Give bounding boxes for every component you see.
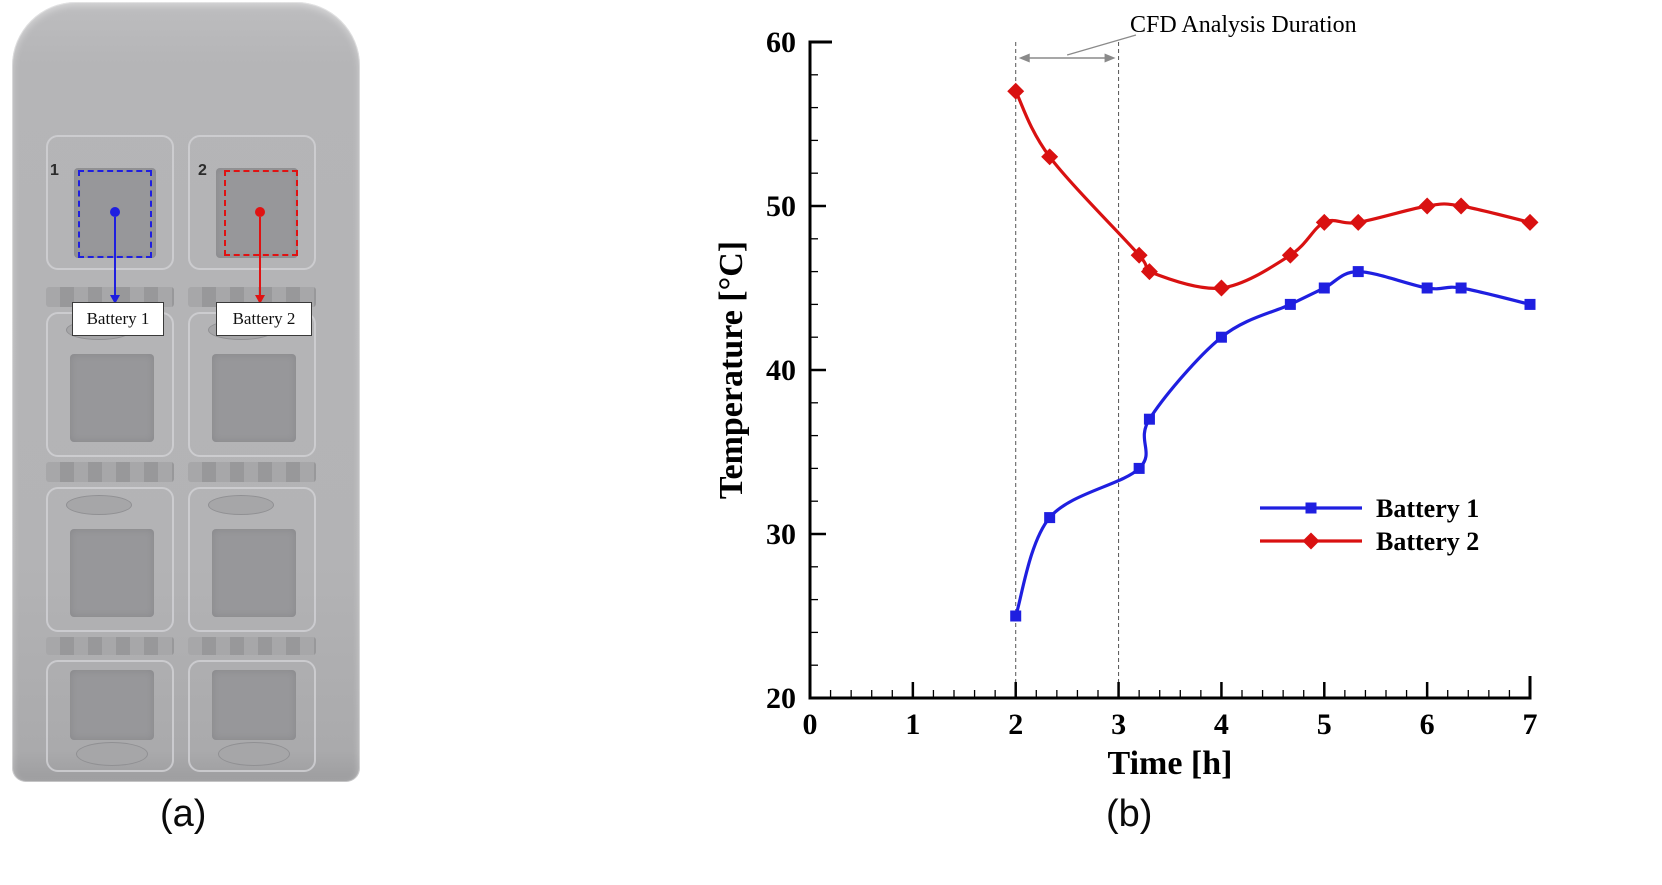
cfd-annotation-label: CFD Analysis Duration [1130, 12, 1357, 38]
x-tick-label: 3 [1111, 708, 1126, 741]
device-part [208, 495, 274, 515]
battery1-arrowhead-icon [110, 295, 120, 304]
panel-a-caption: (a) [160, 793, 207, 835]
device-part [46, 487, 174, 632]
device-part [188, 660, 316, 772]
roi1-number: 1 [50, 162, 59, 179]
device-part [46, 637, 174, 655]
x-tick-label: 7 [1523, 708, 1538, 741]
device-part [188, 487, 316, 632]
device-part [76, 742, 148, 766]
device-part [188, 135, 316, 270]
x-axis-title: Time [h] [1108, 745, 1233, 782]
y-tick-label: 50 [766, 190, 796, 223]
axes: 0 1 2 3 4 5 6 7 20 30 40 50 60 Time [h] Temperature [°… [713, 26, 1538, 782]
device-part [212, 529, 296, 617]
y-tick-label: 30 [766, 518, 796, 551]
battery1-arrow [114, 217, 116, 297]
y-tick-label: 20 [766, 682, 796, 715]
battery2-roi-box [224, 170, 298, 256]
x-tick-label: 4 [1214, 708, 1229, 741]
series-battery-1 [1010, 266, 1536, 622]
y-tick-label: 40 [766, 354, 796, 387]
series-battery-2 [1007, 82, 1539, 297]
battery1-callout: Battery 1 [72, 302, 164, 336]
panel-b-caption: (b) [1106, 793, 1153, 835]
battery2-probe-dot [255, 207, 265, 217]
battery2-arrowhead-icon [255, 295, 265, 304]
legend-label: Battery 2 [1376, 527, 1479, 556]
device-part [70, 670, 154, 740]
device-part [66, 495, 132, 515]
device-part [46, 135, 174, 270]
device-part [70, 529, 154, 617]
legend: Battery 1 Battery 2 [1260, 494, 1479, 556]
y-axis-title: Temperature [°C] [713, 241, 750, 499]
device-part [212, 670, 296, 740]
x-tick-label: 6 [1420, 708, 1435, 741]
battery2-callout: Battery 2 [216, 302, 312, 336]
device-part [188, 462, 316, 482]
legend-label: Battery 1 [1376, 494, 1479, 523]
temperature-vs-time-chart: CFD Analysis Duration 0 1 2 3 4 5 6 7 20 30 40 50 60 T… [713, 12, 1539, 782]
x-tick-label: 5 [1317, 708, 1332, 741]
x-tick-label: 1 [905, 708, 920, 741]
device-part [70, 354, 154, 442]
panel-b: CFD Analysis Duration 0 1 2 3 4 5 6 7 20 30 40 50 60 T… [700, 0, 1662, 795]
panel-a: 1 2 Battery 1 Battery 2 [0, 0, 380, 792]
cfd-duration-markers: CFD Analysis Duration [1015, 12, 1357, 698]
battery1-probe-dot [110, 207, 120, 217]
device-part [218, 742, 290, 766]
device-part [46, 660, 174, 772]
y-tick-label: 60 [766, 26, 796, 59]
device-part [188, 637, 316, 655]
x-tick-label: 2 [1008, 708, 1023, 741]
x-tick-label: 0 [803, 708, 818, 741]
battery-pack-render: 1 2 Battery 1 Battery 2 [12, 2, 360, 782]
device-part [212, 354, 296, 442]
roi2-number: 2 [198, 162, 207, 179]
battery2-arrow [259, 217, 261, 297]
device-part [46, 462, 174, 482]
